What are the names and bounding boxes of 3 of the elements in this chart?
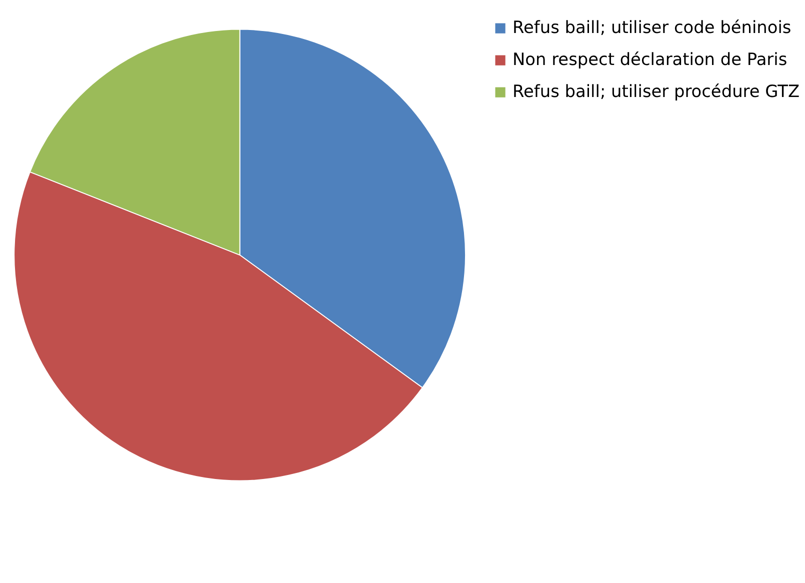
legend-label: Non respect déclaration de Paris	[512, 49, 788, 70]
legend-label: Refus baill; utiliser procédure GTZ	[512, 81, 800, 102]
legend-label: Refus baill; utiliser code béninois	[512, 17, 792, 38]
